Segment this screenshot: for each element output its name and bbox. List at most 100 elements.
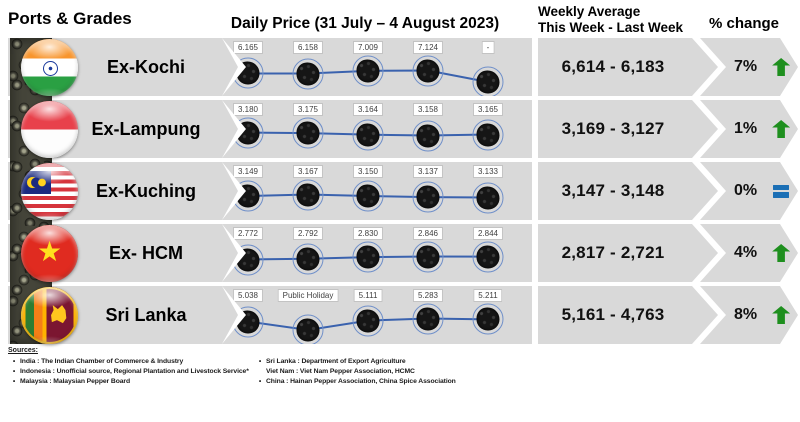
data-point-marker <box>472 241 504 273</box>
data-point-marker <box>232 244 264 275</box>
data-point-marker <box>292 117 324 149</box>
trend-up-icon <box>772 58 791 76</box>
data-point-label: 6.158 <box>292 41 324 54</box>
data-point-label: - <box>481 41 495 54</box>
data-point-label: 2.844 <box>472 227 504 240</box>
daily-price-chart: 3.180 3.175 3.164 3.158 3.165 <box>222 100 532 158</box>
data-point-marker <box>412 241 444 272</box>
weekly-average-value: 2,817 - 2,721 <box>561 243 665 262</box>
trend-up-icon <box>772 306 791 324</box>
data-point-label: 3.149 <box>232 165 264 178</box>
port-name: Ex-Kochi <box>106 56 185 77</box>
data-point-marker <box>292 179 324 210</box>
source-item: • China : Hainan Pepper Association, Chi… <box>254 377 456 387</box>
bullet-icon <box>254 367 266 377</box>
source-text: India : The Indian Chamber of Commerce &… <box>20 358 184 365</box>
daily-price-chart: 3.149 3.167 3.150 3.137 3.133 <box>222 162 532 220</box>
source-item: • India : The Indian Chamber of Commerce… <box>8 357 249 367</box>
source-text: Viet Nam : Viet Nam Pepper Association, … <box>266 368 415 375</box>
weekly-average-band: 5,161 - 4,763 <box>538 286 718 344</box>
data-point-label: 5.211 <box>473 289 503 302</box>
source-item: • Sri Lanka : Department of Export Agric… <box>254 357 456 367</box>
data-point-marker <box>352 241 384 273</box>
data-point-marker <box>412 120 444 151</box>
price-rows: Ex-Kochi 6.165 6.158 7.009 7.124 - 6,614 - 6… <box>0 38 800 348</box>
data-point-label: 2.772 <box>232 227 264 240</box>
trend-equal-icon <box>772 182 790 200</box>
data-point-label: 3.175 <box>292 103 324 116</box>
weekly-average-band: 3,147 - 3,148 <box>538 162 718 220</box>
weekly-average-header: Weekly Average This Week - Last Week <box>538 4 683 36</box>
data-point-marker <box>232 57 264 89</box>
country-flag-icon <box>21 286 78 344</box>
source-item: • Malaysia : Malaysian Pepper Board <box>8 377 249 387</box>
pct-change-value: 8% <box>734 306 758 323</box>
pct-change-value: 7% <box>734 58 758 75</box>
bullet-icon: • <box>12 358 16 365</box>
data-point-label: 3.137 <box>412 165 444 178</box>
source-text: Sri Lanka : Department of Export Agricul… <box>266 358 406 365</box>
trend-up-icon <box>772 244 791 262</box>
peppercorn-cluster-icon <box>416 245 440 268</box>
flag-gloss <box>21 162 78 220</box>
data-point-label: 7.124 <box>412 41 444 54</box>
price-row: Ex- HCM 2.772 2.792 2.830 2.846 2.844 2,817 … <box>0 224 800 282</box>
sources-right-column: • Sri Lanka : Department of Export Agric… <box>254 357 456 387</box>
price-row: Ex-Lampung 3.180 3.175 3.164 3.158 3.165 3,1… <box>0 100 800 158</box>
price-row: Ex-Kochi 6.165 6.158 7.009 7.124 - 6,614 - 6… <box>0 38 800 96</box>
sources-heading: Sources: <box>8 347 38 354</box>
data-point-marker <box>412 55 444 86</box>
bullet-icon: • <box>258 378 262 385</box>
peppercorn-cluster-icon <box>416 59 440 82</box>
price-row: Ex-Kuching 3.149 3.167 3.150 3.137 3.133 3,1… <box>0 162 800 220</box>
peppercorn-cluster-icon <box>356 184 380 208</box>
source-text: Indonesia : Unofficial source, Regional … <box>20 368 249 375</box>
country-flag-icon <box>21 224 78 282</box>
port-name: Ex- HCM <box>108 242 183 263</box>
port-name: Ex-Kuching <box>95 180 196 201</box>
peppercorn-cluster-icon <box>296 121 320 145</box>
pct-change-value: 1% <box>734 120 758 137</box>
peppercorn-cluster-icon <box>236 310 260 333</box>
peppercorn-cluster-icon <box>476 123 500 147</box>
data-point-marker <box>292 58 324 89</box>
data-point-label: 3.133 <box>472 165 504 178</box>
peppercorn-cluster-icon <box>296 183 320 206</box>
data-point-marker <box>412 303 444 334</box>
data-point-label: 3.150 <box>352 165 384 178</box>
country-flag-icon <box>21 162 78 220</box>
data-point-marker <box>232 117 264 148</box>
data-point-label: 6.165 <box>232 41 264 54</box>
data-point-label: Public Holiday <box>277 289 339 302</box>
peppercorn-cluster-icon <box>476 186 500 209</box>
trend-up-icon <box>772 120 791 138</box>
peppercorn-cluster-icon <box>476 307 500 331</box>
peppercorn-cluster-icon <box>296 318 320 342</box>
data-point-label: 5.038 <box>232 289 264 302</box>
bullet-icon: • <box>12 378 16 385</box>
peppercorn-cluster-icon <box>236 121 260 144</box>
data-point-marker <box>292 314 324 344</box>
bullet-icon: • <box>258 358 262 365</box>
data-point-label: 3.158 <box>412 103 444 116</box>
data-point-marker <box>352 55 384 87</box>
weekly-average-band: 2,817 - 2,721 <box>538 224 718 282</box>
weekly-average-value: 5,161 - 4,763 <box>561 305 665 324</box>
peppercorn-cluster-icon <box>296 62 320 85</box>
weekly-average-value: 6,614 - 6,183 <box>561 57 665 76</box>
data-point-marker <box>232 306 264 337</box>
data-point-label: 3.167 <box>292 165 324 178</box>
daily-price-chart: 6.165 6.158 7.009 7.124 - <box>222 38 532 96</box>
data-point-marker <box>352 305 384 337</box>
data-point-marker <box>292 243 324 275</box>
port-name: Sri Lanka <box>105 304 187 325</box>
flag-gloss <box>21 286 78 344</box>
data-point-marker <box>472 303 504 335</box>
daily-price-chart: 2.772 2.792 2.830 2.846 2.844 <box>222 224 532 282</box>
data-point-label: 2.830 <box>352 227 384 240</box>
peppercorn-cluster-icon <box>356 123 380 147</box>
peppercorn-cluster-icon <box>356 59 380 83</box>
peppercorn-cluster-icon <box>416 307 440 330</box>
bullet-icon: • <box>12 368 16 375</box>
